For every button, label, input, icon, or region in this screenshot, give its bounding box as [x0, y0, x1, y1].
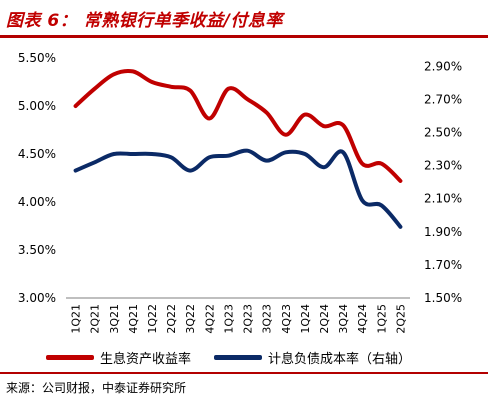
- x-tick-label: 3Q24: [337, 304, 350, 334]
- source-note: 来源：公司财报，中泰证券研究所: [6, 381, 187, 395]
- y-right-tick-label: 1.90%: [424, 225, 462, 239]
- x-tick-label: 1Q25: [375, 304, 388, 334]
- title-bar: 图表 6： 常熟银行单季收益/付息率: [0, 0, 488, 38]
- y-right-tick-label: 2.10%: [424, 192, 462, 206]
- y-right-tick-label: 2.70%: [424, 92, 462, 106]
- x-tick-label: 2Q22: [165, 304, 178, 334]
- x-tick-label: 3Q23: [261, 304, 274, 334]
- x-tick-label: 2Q23: [242, 304, 255, 334]
- x-tick-label: 4Q21: [127, 304, 140, 334]
- y-left-tick-label: 3.00%: [18, 291, 56, 305]
- series-line-cost: [73, 148, 403, 229]
- source-bar: 来源：公司财报，中泰证券研究所: [0, 372, 488, 400]
- legend-item-cost: 计息负债成本率（右轴）: [214, 346, 411, 368]
- y-left-tick-label: 4.50%: [18, 147, 56, 161]
- y-right-tick-label: 2.50%: [424, 125, 462, 139]
- legend-label-yield: 生息资产收益率: [100, 351, 192, 367]
- y-right-tick-label: 1.50%: [424, 291, 462, 305]
- line-chart: 3.00% 3.50% 4.00% 4.50% 5.00% 5.50% 1.50% 1.70%…: [18, 51, 462, 334]
- x-tick-label: 4Q24: [356, 304, 369, 334]
- legend-swatch-cost: [214, 354, 262, 360]
- y-right-tick-label: 2.30%: [424, 159, 462, 173]
- y-right-tick-label: 2.90%: [424, 59, 462, 73]
- y-left-tick-label: 5.00%: [18, 99, 56, 113]
- series-line-yield: [73, 68, 403, 183]
- x-tick-label: 3Q22: [184, 304, 197, 334]
- x-tick-label: 4Q22: [203, 304, 216, 334]
- y-right-tick-label: 1.70%: [424, 258, 462, 272]
- x-tick-label: 1Q23: [222, 304, 235, 334]
- chart-legend: 生息资产收益率 计息负债成本率（右轴）: [0, 346, 488, 368]
- x-tick-label: 2Q25: [394, 304, 407, 334]
- legend-item-yield: 生息资产收益率: [46, 346, 191, 368]
- y-left-tick-label: 4.00%: [18, 195, 56, 209]
- x-tick-label: 1Q21: [70, 304, 83, 334]
- legend-label-cost: 计息负债成本率（右轴）: [268, 351, 412, 367]
- x-tick-label: 3Q21: [108, 304, 121, 334]
- legend-swatch-yield: [46, 354, 94, 360]
- y-left-tick-label: 5.50%: [18, 51, 56, 65]
- chart-title: 图表 6： 常熟银行单季收益/付息率: [6, 11, 283, 31]
- y-left-tick-label: 3.50%: [18, 243, 56, 257]
- x-tick-label: 2Q24: [318, 304, 331, 334]
- x-tick-label: 1Q22: [146, 304, 159, 334]
- x-tick-label: 4Q23: [280, 304, 293, 334]
- x-tick-label: 2Q21: [89, 304, 102, 334]
- x-tick-label: 1Q24: [299, 304, 312, 334]
